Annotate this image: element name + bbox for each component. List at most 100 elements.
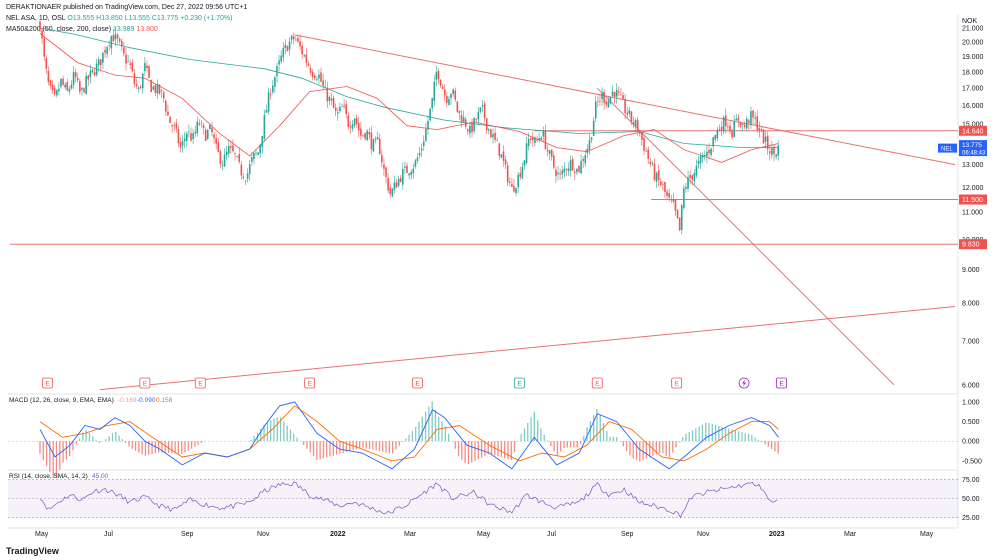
candle-body [743, 124, 746, 128]
candle-body [664, 182, 666, 193]
ma-legend[interactable]: MA50&200 (50, close, 200, close) 13.989 … [6, 26, 158, 33]
symbol-legend[interactable]: NEL ASA, 1D, OSL O13.555 H13.850 L13.555… [6, 15, 232, 22]
candle-body [441, 86, 444, 89]
earnings-marker [139, 377, 151, 389]
candle-body [678, 217, 681, 231]
candle-body [576, 168, 578, 173]
high-value: H13.850 [96, 15, 123, 22]
candle-body [290, 35, 293, 40]
candle-body [775, 154, 777, 157]
candle-body [160, 90, 163, 91]
candle-body [141, 73, 144, 89]
candle-body [724, 115, 727, 127]
earnings-marker [412, 377, 423, 389]
earnings-marker-label: E [308, 381, 313, 388]
candle-body [498, 143, 501, 156]
earnings-marker [194, 377, 206, 389]
candle-body [766, 135, 769, 150]
candle-body [345, 104, 347, 114]
candle-body [144, 63, 146, 72]
candle-body [506, 165, 509, 183]
candle-body [546, 149, 549, 152]
candle-body [137, 87, 140, 90]
candle-body [446, 95, 448, 103]
time-tick-label: Jul [104, 531, 113, 538]
candle-body [376, 137, 379, 140]
time-tick-label: May [477, 531, 491, 538]
candle-body [523, 160, 526, 166]
earnings-marker-label: E [45, 381, 50, 388]
candle-body [192, 133, 194, 140]
earnings-marker-label: E [595, 381, 600, 388]
candle-body [173, 124, 176, 126]
candle-body [146, 65, 148, 69]
earnings-marker [776, 377, 787, 389]
candle-body [536, 139, 538, 141]
level-price-tag [959, 194, 987, 205]
candle-body [156, 84, 159, 94]
candle-body [588, 139, 591, 150]
candle-body [622, 95, 624, 100]
currency-label: NOK [962, 18, 978, 25]
candle-body [769, 151, 771, 154]
change-value: +0.230 (+1.70%) [180, 15, 233, 22]
earnings-marker-label: E [780, 381, 785, 388]
candle-body [267, 92, 270, 112]
publisher-line: DERAKTIONAER published on TradingView.co… [6, 4, 248, 11]
candle-body [167, 111, 169, 116]
candle-body [636, 119, 639, 131]
candle-body [85, 75, 87, 94]
candle-body [662, 184, 664, 185]
candle-body [515, 187, 517, 194]
candle-body [601, 92, 603, 100]
time-tick-label: 2023 [769, 531, 785, 538]
candle-body [49, 80, 52, 86]
candle-body [653, 163, 656, 180]
candle-body [240, 164, 243, 176]
candle-body [458, 110, 461, 113]
candle-body [60, 78, 62, 87]
price-tick-label: 19.000 [962, 54, 984, 61]
candle-body [748, 120, 750, 123]
candle-body [385, 167, 387, 178]
candle-body [416, 157, 419, 161]
candle-body [594, 101, 597, 119]
time-tick-label: Nov [257, 531, 270, 538]
candle-body [437, 70, 440, 80]
candle-body [657, 170, 660, 181]
candle-body [41, 30, 43, 39]
candle-body [292, 36, 295, 40]
macd-signal-value: 0.158 [156, 397, 173, 404]
candle-body [643, 137, 645, 151]
candle-body [685, 186, 687, 190]
candle-body [550, 149, 553, 158]
earnings-marker-label: E [415, 381, 420, 388]
candle-body [225, 151, 228, 156]
candle-body [332, 97, 335, 109]
candle-body [655, 172, 658, 182]
time-tick-label: Sep [181, 531, 194, 538]
earnings-marker-label: E [198, 381, 203, 388]
candle-body [691, 175, 694, 180]
candle-body [517, 174, 519, 188]
candle-body [355, 117, 358, 124]
candle-body [307, 63, 310, 66]
candle-body [196, 121, 199, 134]
candle-body [198, 123, 201, 125]
candle-body [246, 173, 249, 179]
candle-body [282, 47, 285, 58]
candle-body [513, 185, 515, 192]
candle-body [460, 115, 463, 123]
candle-body [393, 182, 396, 190]
candle-body [278, 60, 280, 65]
candle-body [722, 116, 725, 132]
candle-body [320, 72, 322, 82]
candle-body [680, 205, 683, 230]
candle-body [443, 89, 446, 96]
candle-body [448, 98, 450, 106]
candle-body [739, 121, 742, 127]
time-tick-label: 2022 [330, 531, 346, 538]
candle-body [244, 180, 247, 182]
candle-body [169, 116, 171, 124]
